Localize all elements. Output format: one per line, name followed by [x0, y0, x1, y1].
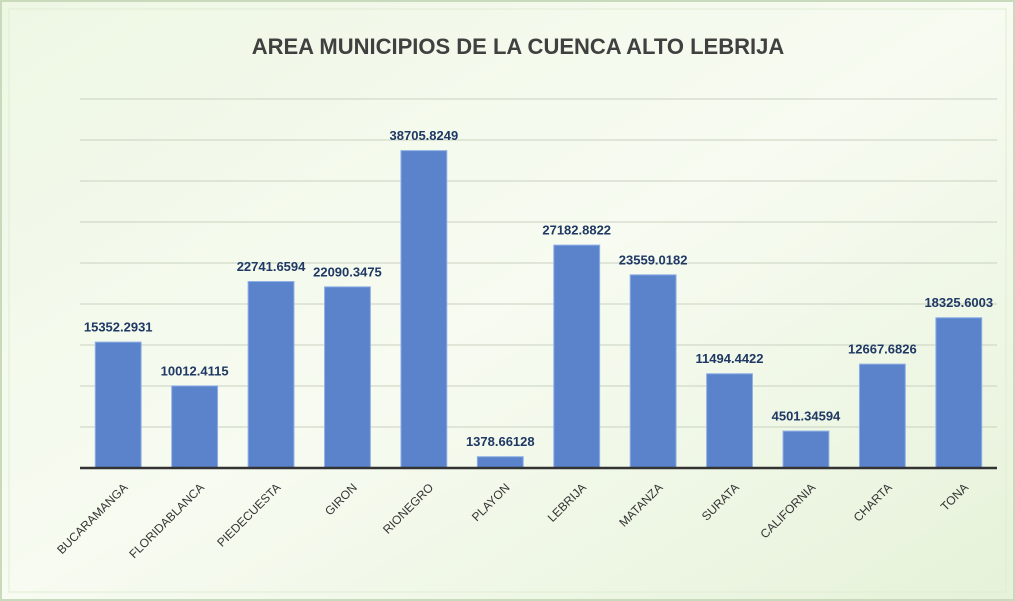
- bar: [171, 385, 219, 469]
- bar: [553, 244, 601, 469]
- bar: [782, 430, 830, 469]
- data-label: 23559.0182: [619, 252, 688, 267]
- data-label: 1378.66128: [466, 434, 535, 449]
- bar: [324, 286, 371, 469]
- bar: [476, 456, 524, 469]
- data-label: 22741.6594: [237, 259, 306, 274]
- bar: [858, 363, 906, 469]
- bar: [400, 150, 448, 469]
- data-label: 38705.8249: [390, 128, 459, 143]
- bar: [935, 317, 983, 469]
- data-label: 12667.6826: [848, 342, 917, 357]
- data-label: 4501.34594: [772, 409, 841, 424]
- bar: [94, 341, 142, 469]
- data-label: 18325.6003: [924, 295, 993, 310]
- data-label: 22090.3475: [313, 264, 382, 279]
- data-label: 27182.8822: [542, 223, 611, 238]
- bar: [247, 281, 295, 469]
- bar: [706, 373, 753, 469]
- data-label: 10012.4115: [161, 363, 229, 378]
- inner-frame: [8, 8, 1007, 593]
- chart-title: AREA MUNICIPIOS DE LA CUENCA ALTO LEBRIJ…: [252, 34, 785, 59]
- data-label: 15352.2931: [84, 320, 153, 335]
- bar: [629, 274, 677, 469]
- data-label: 11494.4422: [696, 351, 764, 366]
